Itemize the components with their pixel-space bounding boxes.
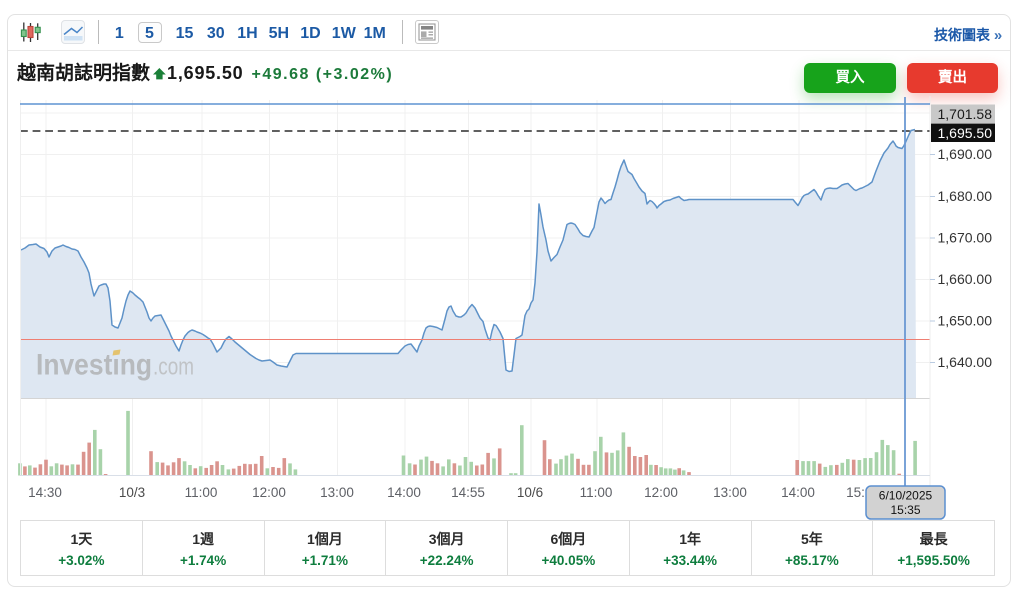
svg-text:13:00: 13:00 <box>713 485 747 500</box>
svg-text:6/10/2025: 6/10/2025 <box>879 489 933 503</box>
svg-text:14:00: 14:00 <box>387 485 421 500</box>
svg-text:1,680.00: 1,680.00 <box>938 188 993 204</box>
svg-text:14:30: 14:30 <box>28 485 62 500</box>
svg-text:.com: .com <box>153 354 194 381</box>
svg-text:14:55: 14:55 <box>451 485 485 500</box>
svg-text:1,690.00: 1,690.00 <box>938 146 993 162</box>
svg-text:14:00: 14:00 <box>781 485 815 500</box>
svg-text:10/6: 10/6 <box>517 485 543 500</box>
svg-text:1,695.50: 1,695.50 <box>938 125 993 141</box>
svg-text:1,650.00: 1,650.00 <box>938 313 993 329</box>
svg-text:13:00: 13:00 <box>320 485 354 500</box>
svg-text:1,660.00: 1,660.00 <box>938 271 993 287</box>
svg-text:Investıng: Investıng <box>36 349 152 382</box>
svg-text:10/3: 10/3 <box>119 485 145 500</box>
svg-text:12:00: 12:00 <box>252 485 286 500</box>
svg-text:11:00: 11:00 <box>580 485 613 500</box>
svg-text:11:00: 11:00 <box>185 485 218 500</box>
svg-text:1,670.00: 1,670.00 <box>938 230 993 246</box>
svg-text:12:00: 12:00 <box>644 485 678 500</box>
svg-text:1,701.58: 1,701.58 <box>938 106 993 122</box>
svg-text:1,640.00: 1,640.00 <box>938 354 993 370</box>
svg-text:15:35: 15:35 <box>890 503 920 517</box>
